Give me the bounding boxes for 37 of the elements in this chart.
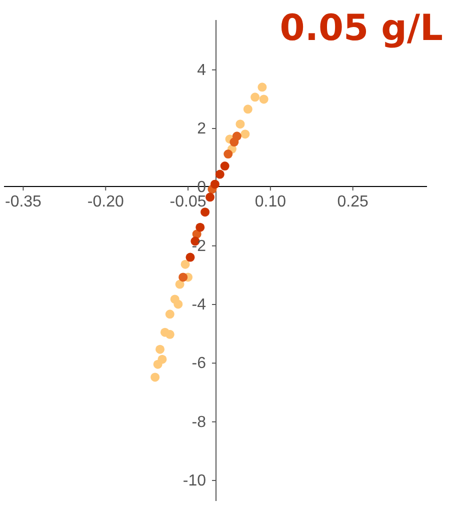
point: [150, 372, 160, 382]
point: [236, 120, 245, 129]
point: [232, 132, 242, 141]
x-tick-label: 0.10: [254, 194, 286, 211]
point: [250, 92, 260, 102]
y-tick-label: 2: [197, 120, 206, 138]
point: [196, 222, 205, 232]
point: [206, 192, 215, 202]
y-tick-label: -4: [192, 296, 206, 314]
point: [240, 130, 250, 139]
point: [178, 272, 188, 282]
x-tick-label: 0.25: [337, 194, 369, 211]
point: [200, 208, 210, 217]
point: [210, 180, 220, 189]
x-tick-label: -0.35: [4, 194, 42, 211]
x-tick-label: -0.05: [170, 194, 206, 211]
point: [158, 354, 167, 364]
x-tick-label: -0.20: [87, 194, 124, 211]
point: [175, 280, 184, 289]
y-tick-label: 4: [197, 62, 206, 79]
point: [259, 94, 268, 104]
point: [174, 300, 183, 309]
y-tick-label: -8: [192, 414, 206, 431]
point: [180, 260, 190, 269]
point: [156, 344, 165, 354]
point: [165, 310, 174, 319]
point: [258, 82, 267, 92]
point: [186, 252, 195, 262]
y-tick-label: -6: [192, 355, 206, 372]
y-tick-label: -10: [182, 472, 206, 490]
point: [243, 104, 252, 114]
point: [215, 170, 224, 179]
chart-title: 0.05 g/L: [280, 8, 443, 49]
point: [224, 150, 233, 159]
y-tick-label: -2: [192, 238, 206, 255]
point: [165, 330, 174, 339]
point: [220, 162, 230, 171]
